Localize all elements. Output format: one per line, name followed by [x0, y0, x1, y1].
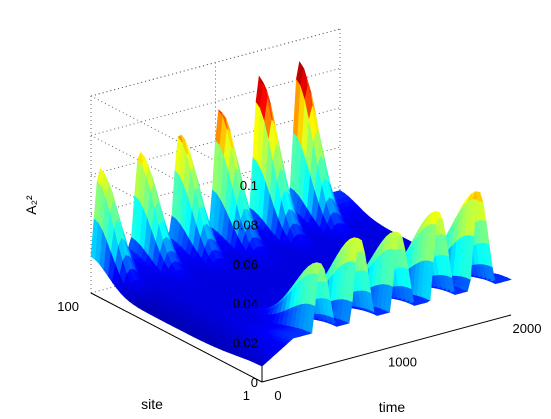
- x-axis-line: [261, 314, 512, 383]
- z-axis-label: A₂²: [23, 195, 39, 215]
- tick-labels: 0 0.02 0.04 0.06 0.08 0.1 0 1000 2000 1 100: [57, 178, 541, 403]
- x-tick-label: 2000: [513, 321, 542, 336]
- surface-patch: [502, 277, 512, 281]
- y-tick-label: 1: [243, 388, 250, 403]
- surface-mesh: [90, 61, 512, 367]
- z-tick-label: 0.06: [233, 257, 258, 272]
- x-tick-label: 1000: [388, 355, 417, 370]
- back-edge-peak: [218, 107, 221, 110]
- z-gridline-back: [90, 67, 341, 136]
- z-tick-label: 0.08: [233, 217, 258, 232]
- y-axis-label: site: [141, 396, 163, 412]
- y-tick-label: 100: [57, 299, 79, 314]
- z-tick-label: 0.1: [240, 178, 258, 193]
- z-tick-label: 0.02: [233, 336, 258, 351]
- z-tick-label: 0.04: [233, 296, 258, 311]
- x-axis-label: time: [379, 399, 406, 415]
- z-tick-label: 0: [251, 375, 258, 390]
- back-edge-peak: [178, 132, 181, 135]
- top-gridline: [90, 28, 341, 97]
- x-tick-label: 0: [274, 388, 281, 403]
- y-axis-line: [90, 292, 263, 383]
